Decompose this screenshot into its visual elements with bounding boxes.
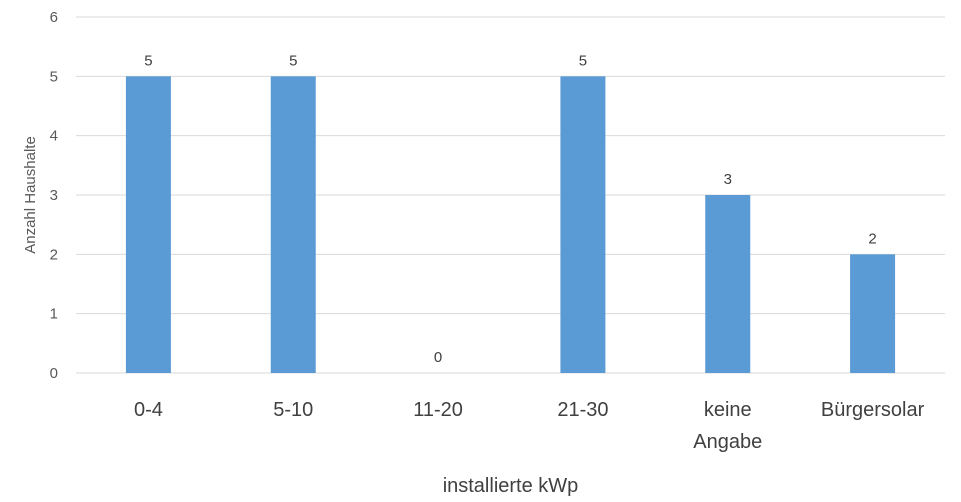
x-axis-ticks: 0-4 5-10 11-20 21-30 keine Angabe Bürgersolar — [134, 399, 925, 453]
bar — [270, 76, 316, 373]
bars — [125, 76, 896, 373]
x-axis-title: installierte kWp — [443, 475, 579, 497]
x-tick-label: Bürgersolar — [821, 399, 925, 421]
bar — [560, 76, 606, 373]
data-label: 5 — [579, 52, 587, 69]
bar — [850, 254, 896, 373]
y-tick-label: 3 — [50, 187, 58, 204]
data-label: 5 — [289, 52, 297, 69]
y-tick-label: 4 — [50, 128, 58, 145]
bar — [705, 195, 751, 373]
x-tick-label: 5-10 — [273, 399, 313, 421]
data-label: 2 — [868, 230, 876, 247]
y-tick-label: 6 — [50, 9, 58, 26]
data-label: 0 — [434, 349, 442, 366]
y-tick-label: 1 — [50, 306, 58, 323]
y-axis-title: Anzahl Haushalte — [22, 136, 39, 254]
y-tick-label: 0 — [50, 365, 58, 382]
y-tick-label: 2 — [50, 246, 58, 263]
x-tick-label: 21-30 — [557, 399, 608, 421]
data-labels: 5 5 0 5 3 2 — [144, 52, 877, 366]
gridlines — [76, 16, 945, 374]
x-tick-label: 0-4 — [134, 399, 163, 421]
y-axis-ticks: 0 1 2 3 4 5 6 — [50, 9, 58, 382]
data-label: 3 — [724, 171, 732, 188]
data-label: 5 — [144, 52, 152, 69]
x-tick-label: 11-20 — [413, 399, 463, 421]
x-tick-label: keine Angabe — [693, 399, 762, 453]
y-tick-label: 5 — [50, 68, 58, 85]
bar — [125, 76, 171, 373]
